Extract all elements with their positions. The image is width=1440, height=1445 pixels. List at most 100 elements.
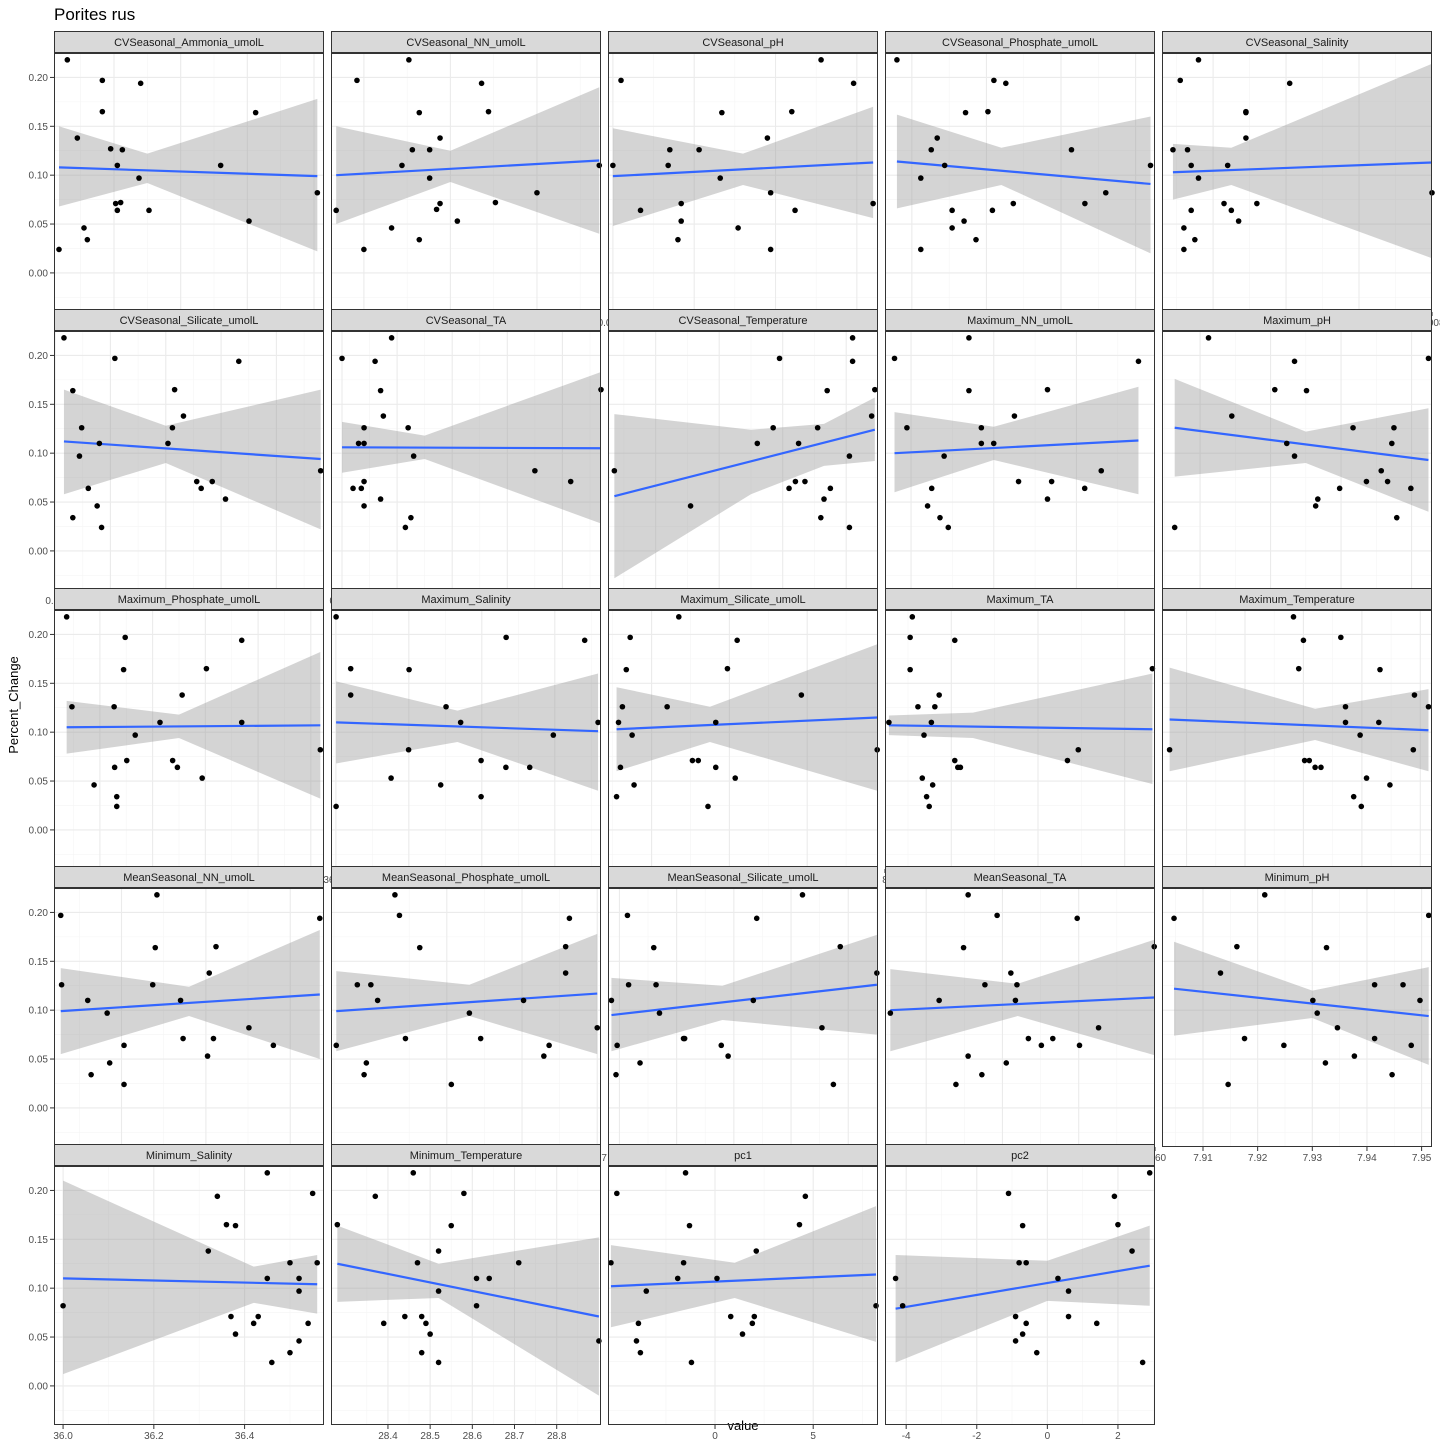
facet-strip-label: Minimum_Temperature — [410, 1150, 522, 1162]
data-point — [1195, 57, 1202, 63]
data-point — [1243, 135, 1249, 141]
data-point — [122, 634, 128, 641]
x-tick-label: 7.94 — [1357, 1153, 1377, 1164]
data-point — [637, 207, 644, 214]
data-point — [894, 57, 900, 63]
data-point — [818, 57, 824, 63]
facet-panel: pc2 -4 -2 0 2 — [885, 1144, 1155, 1442]
data-point — [410, 453, 417, 459]
data-point — [64, 57, 71, 63]
facet-strip-label: Maximum_Phosphate_umolL — [118, 594, 260, 606]
data-point — [1188, 162, 1194, 169]
y-tick-label: 0.05 — [29, 777, 49, 788]
data-point — [798, 692, 805, 698]
data-point — [887, 1010, 894, 1016]
data-point — [180, 1035, 186, 1042]
data-point — [69, 703, 75, 710]
data-point — [960, 944, 967, 951]
data-point — [627, 634, 633, 641]
panel-grid — [1162, 610, 1432, 869]
data-point — [1065, 1313, 1072, 1320]
data-point — [112, 200, 119, 207]
data-point — [1234, 943, 1240, 950]
data-point — [107, 145, 114, 152]
panel-grid — [885, 53, 1155, 312]
data-point — [1310, 997, 1316, 1004]
data-point — [951, 637, 958, 644]
y-tick-label: 0.20 — [29, 1186, 49, 1197]
data-point — [157, 719, 163, 726]
facet-strip — [54, 866, 324, 888]
data-point — [1291, 453, 1298, 459]
data-point — [764, 135, 771, 141]
facet-strip — [331, 588, 601, 610]
fit-line — [336, 159, 600, 177]
data-point — [928, 146, 935, 153]
data-point — [70, 514, 76, 521]
confidence-band — [612, 106, 874, 226]
x-tick-label: 5 — [810, 1431, 816, 1440]
data-point — [1005, 1190, 1012, 1197]
data-point — [1393, 514, 1400, 521]
data-point — [1408, 485, 1414, 492]
data-point — [246, 1024, 252, 1031]
data-point — [870, 200, 876, 207]
x-tick-label: 7.93 — [1303, 1153, 1323, 1164]
data-point — [120, 666, 127, 673]
fit-line — [1169, 718, 1429, 732]
data-point — [1010, 200, 1017, 207]
data-point — [152, 944, 159, 951]
facet-panel: CVSeasonal_Temperature0.0080.0100.0120.0… — [608, 309, 878, 607]
data-point — [414, 1259, 421, 1266]
data-point — [235, 358, 242, 365]
y-axis-title: Percent_Change — [6, 656, 21, 754]
fit-line — [336, 721, 599, 733]
data-point — [1377, 666, 1383, 673]
data-point — [96, 440, 103, 447]
facet-strip — [1162, 866, 1432, 888]
data-point — [1015, 478, 1022, 485]
x-tick-label: 36.0 — [53, 1431, 73, 1440]
facet-strip — [608, 588, 878, 610]
data-point — [868, 413, 875, 419]
data-point — [1033, 1349, 1040, 1356]
confidence-band — [60, 930, 320, 1060]
data-point — [1286, 80, 1293, 87]
data-point — [802, 1193, 809, 1200]
data-point — [149, 981, 156, 988]
data-point — [796, 1221, 803, 1228]
confidence-band — [336, 87, 600, 234]
data-point — [1221, 200, 1227, 207]
data-point — [753, 1248, 760, 1254]
data-point — [1322, 1060, 1329, 1066]
data-point — [61, 335, 67, 341]
data-point — [228, 1313, 234, 1320]
data-point — [238, 637, 245, 644]
data-point — [1376, 719, 1382, 726]
data-point — [653, 981, 659, 988]
data-point — [1303, 387, 1310, 394]
data-point — [380, 1320, 387, 1327]
data-point — [427, 1331, 433, 1337]
data-point — [361, 1071, 367, 1078]
data-point — [978, 440, 985, 447]
data-point — [945, 524, 952, 531]
chart-title: Porites rus — [54, 5, 135, 24]
data-point — [751, 1313, 758, 1320]
data-point — [492, 199, 499, 206]
data-point — [965, 1053, 971, 1059]
facet-strip — [1162, 31, 1432, 53]
data-point — [637, 1060, 643, 1066]
data-point — [850, 80, 857, 87]
data-point — [1184, 146, 1191, 153]
data-point — [361, 440, 367, 447]
data-point — [891, 355, 898, 362]
data-point — [1290, 614, 1297, 620]
facet-strip-label: MeanSeasonal_TA — [974, 872, 1067, 884]
facet-strip — [608, 1144, 878, 1166]
data-point — [767, 189, 774, 196]
y-tick-label: 0.00 — [29, 546, 49, 557]
data-point — [957, 764, 964, 771]
data-point — [388, 775, 394, 781]
